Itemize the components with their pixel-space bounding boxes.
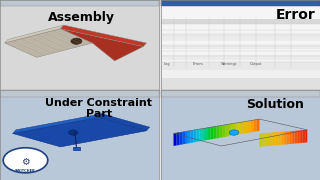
- Polygon shape: [231, 123, 234, 136]
- Polygon shape: [234, 123, 236, 135]
- Polygon shape: [274, 132, 276, 145]
- Polygon shape: [220, 125, 222, 138]
- Polygon shape: [282, 132, 284, 145]
- Polygon shape: [285, 131, 287, 145]
- Bar: [0, 90, 159, 97]
- Polygon shape: [271, 132, 272, 146]
- Polygon shape: [191, 130, 194, 143]
- Polygon shape: [205, 128, 208, 140]
- Text: Assembly: Assembly: [48, 11, 115, 24]
- Polygon shape: [185, 131, 188, 144]
- Bar: [0, 0, 159, 6]
- Polygon shape: [269, 133, 271, 146]
- Bar: [161, 55, 320, 60]
- Polygon shape: [302, 130, 304, 143]
- Circle shape: [71, 38, 82, 44]
- Polygon shape: [291, 131, 293, 144]
- Text: ⚙: ⚙: [21, 157, 30, 167]
- Text: Warnings: Warnings: [221, 62, 238, 66]
- Polygon shape: [284, 132, 285, 145]
- Polygon shape: [208, 127, 211, 140]
- Polygon shape: [60, 29, 143, 61]
- Text: Under Constraint
Part: Under Constraint Part: [45, 98, 152, 119]
- Polygon shape: [301, 130, 302, 143]
- Text: Output: Output: [250, 62, 262, 66]
- Polygon shape: [245, 121, 248, 133]
- Polygon shape: [176, 132, 179, 145]
- Bar: [161, 39, 320, 44]
- Polygon shape: [264, 133, 266, 146]
- Bar: [161, 90, 320, 97]
- Polygon shape: [296, 130, 298, 143]
- Polygon shape: [257, 119, 260, 131]
- Polygon shape: [182, 132, 185, 144]
- Polygon shape: [287, 131, 288, 144]
- Polygon shape: [202, 128, 205, 141]
- Polygon shape: [211, 127, 214, 139]
- Bar: [161, 78, 320, 90]
- Polygon shape: [248, 121, 251, 133]
- Polygon shape: [263, 133, 264, 147]
- Polygon shape: [194, 130, 196, 142]
- Polygon shape: [288, 131, 290, 144]
- Polygon shape: [196, 129, 199, 142]
- Polygon shape: [276, 132, 277, 145]
- Circle shape: [229, 130, 239, 135]
- Polygon shape: [298, 130, 299, 143]
- Polygon shape: [5, 29, 92, 57]
- Circle shape: [68, 130, 78, 135]
- Polygon shape: [228, 124, 231, 136]
- Polygon shape: [268, 133, 269, 146]
- Polygon shape: [179, 132, 182, 145]
- Polygon shape: [236, 122, 239, 135]
- Polygon shape: [222, 125, 225, 137]
- Circle shape: [3, 148, 48, 173]
- Polygon shape: [280, 132, 282, 145]
- Polygon shape: [272, 132, 274, 146]
- Text: SWITCHER: SWITCHER: [15, 169, 36, 173]
- Polygon shape: [5, 25, 64, 43]
- Polygon shape: [261, 133, 263, 147]
- Polygon shape: [13, 114, 102, 133]
- Polygon shape: [251, 120, 254, 132]
- Polygon shape: [242, 122, 245, 134]
- Polygon shape: [188, 130, 191, 143]
- Text: Log: Log: [164, 62, 171, 66]
- Polygon shape: [294, 131, 296, 144]
- Text: Error: Error: [276, 8, 315, 22]
- Polygon shape: [293, 131, 294, 144]
- Text: Errors: Errors: [193, 62, 204, 66]
- Polygon shape: [290, 131, 291, 144]
- Polygon shape: [225, 124, 228, 137]
- Polygon shape: [299, 130, 301, 143]
- Polygon shape: [173, 133, 176, 146]
- Bar: [161, 28, 320, 33]
- Polygon shape: [217, 126, 220, 138]
- Polygon shape: [304, 130, 306, 143]
- Polygon shape: [99, 114, 150, 131]
- Bar: [73, 147, 80, 150]
- Polygon shape: [260, 133, 261, 147]
- Polygon shape: [60, 25, 147, 47]
- Bar: [161, 33, 320, 39]
- Polygon shape: [254, 120, 257, 132]
- Bar: [161, 19, 320, 24]
- Polygon shape: [239, 122, 242, 134]
- Bar: [161, 70, 320, 78]
- Polygon shape: [266, 133, 268, 146]
- Bar: [161, 0, 320, 6]
- Text: Solution: Solution: [246, 98, 304, 111]
- Polygon shape: [279, 132, 280, 145]
- Polygon shape: [199, 129, 202, 141]
- Polygon shape: [13, 117, 147, 147]
- Bar: [161, 44, 320, 49]
- Polygon shape: [306, 130, 307, 143]
- Polygon shape: [277, 132, 279, 145]
- Polygon shape: [214, 126, 217, 139]
- Bar: [161, 62, 320, 70]
- Bar: [161, 49, 320, 55]
